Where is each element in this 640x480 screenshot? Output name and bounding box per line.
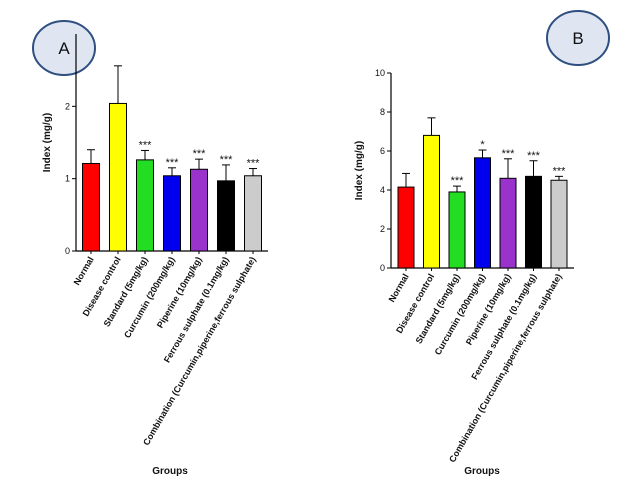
panel-b-category-label: Normal	[387, 272, 411, 304]
panel-b-y-tick-label: 8	[380, 107, 385, 117]
panel-b-y-tick-label: 6	[380, 146, 385, 156]
panel-b-y-tick-label: 4	[380, 185, 385, 195]
panel-b-bar	[448, 191, 466, 269]
panel-b-bar	[474, 157, 491, 269]
panel-a-bar	[82, 162, 100, 252]
panel-b-significance-label: ***	[451, 175, 465, 187]
panel-a-significance-label: ***	[220, 154, 234, 166]
panel-b-bar	[499, 177, 517, 269]
panel-b-significance-label: *	[480, 139, 485, 151]
panel-b-y-axis-title: Index (mg/g)	[354, 141, 365, 200]
panel-a-significance-label: ***	[247, 158, 261, 170]
panel-b-bar	[423, 134, 440, 269]
panel-b-x-axis-title: Groups	[464, 466, 500, 477]
panel-b-bar	[397, 186, 415, 269]
panel-a-bar	[136, 159, 154, 252]
panel-a-significance-label: ***	[193, 148, 207, 160]
panel-b-significance-label: ***	[527, 150, 541, 162]
panel-a-y-tick-label: 1	[65, 174, 70, 184]
panel-b-bar	[525, 175, 542, 269]
panel-a-badge	[32, 20, 96, 76]
panel-a-y-tick-label: 2	[65, 101, 70, 111]
panel-b-bar	[550, 179, 568, 269]
panel-a-category-label: Normal	[72, 255, 96, 287]
panel-a-bar	[109, 102, 127, 252]
panel-a-label: A	[58, 39, 70, 58]
panel-a-bar	[244, 175, 262, 252]
panel-a-significance-label: ***	[166, 157, 180, 169]
panel-b-significance-label: ***	[553, 165, 567, 177]
panel-b-significance-label: ***	[502, 148, 516, 160]
panel-a-significance-label: ***	[139, 139, 153, 151]
panel-a-y-tick-label: 0	[65, 246, 70, 256]
panel-b-y-tick-label: 0	[380, 263, 385, 273]
panel-b-badge	[546, 10, 610, 66]
panel-a-bar	[190, 168, 208, 252]
panel-b-label: B	[572, 29, 583, 48]
panel-a-bar	[163, 175, 181, 252]
panel-a-bar	[217, 180, 235, 252]
panel-b-y-tick-label: 10	[375, 68, 385, 78]
panel-b-y-tick-label: 2	[380, 224, 385, 234]
panel-a-x-axis-title: Groups	[152, 466, 188, 477]
panel-a-y-axis-title: Index (mg/g)	[42, 113, 53, 172]
panel-a-category-label: Curcumin (200mg/kg)	[122, 255, 177, 340]
